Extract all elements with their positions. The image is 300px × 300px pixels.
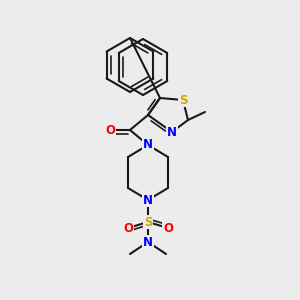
Text: N: N bbox=[167, 125, 177, 139]
Text: O: O bbox=[105, 124, 115, 136]
Text: S: S bbox=[179, 94, 187, 106]
Text: N: N bbox=[143, 194, 153, 206]
Text: O: O bbox=[163, 221, 173, 235]
Text: N: N bbox=[143, 236, 153, 248]
Text: N: N bbox=[143, 139, 153, 152]
Text: O: O bbox=[123, 221, 133, 235]
Text: S: S bbox=[144, 215, 152, 229]
